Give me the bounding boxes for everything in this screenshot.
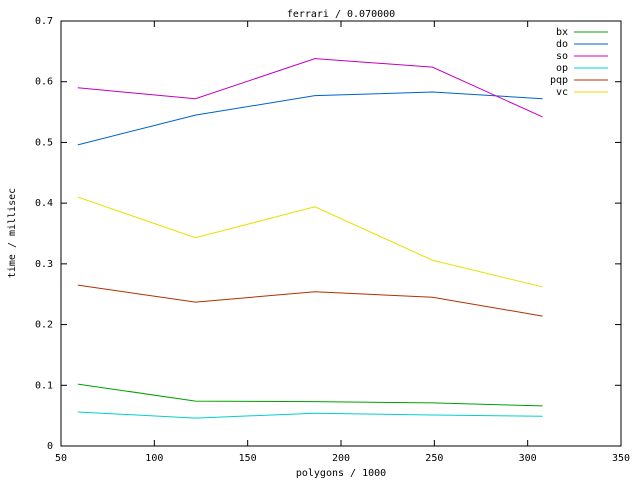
y-tick-label: 0.1 — [35, 380, 53, 391]
y-axis-label: time / millisec — [7, 188, 18, 278]
legend-label: do — [556, 39, 568, 50]
x-tick-label: 100 — [145, 453, 163, 464]
x-tick-label: 250 — [425, 453, 443, 464]
series-line — [77, 383, 543, 407]
y-tick-label: 0.7 — [35, 16, 53, 27]
x-tick-label: 50 — [55, 453, 67, 464]
y-tick-label: 0.4 — [35, 198, 53, 209]
y-tick-label: 0.3 — [35, 259, 53, 270]
x-tick-label: 200 — [332, 453, 350, 464]
legend-label: op — [556, 63, 568, 74]
x-tick-label: 350 — [612, 453, 630, 464]
x-axis-label: polygons / 1000 — [296, 468, 386, 479]
series-line — [77, 196, 543, 288]
y-tick-label: 0.5 — [35, 137, 53, 148]
y-tick-label: 0 — [47, 441, 53, 452]
series-line — [77, 91, 543, 146]
legend-label: pqp — [550, 75, 568, 86]
legend-label: vc — [556, 87, 568, 98]
series-line — [77, 58, 543, 118]
x-tick-label: 150 — [239, 453, 257, 464]
series-line — [77, 411, 543, 419]
chart-title: ferrari / 0.070000 — [287, 9, 395, 20]
legend-label: so — [556, 51, 568, 62]
x-tick-label: 300 — [519, 453, 537, 464]
plot-frame — [60, 20, 622, 447]
y-tick-label: 0.2 — [35, 320, 53, 331]
legend-label: bx — [556, 27, 568, 38]
y-tick-label: 0.6 — [35, 77, 53, 88]
series-line — [77, 284, 543, 317]
